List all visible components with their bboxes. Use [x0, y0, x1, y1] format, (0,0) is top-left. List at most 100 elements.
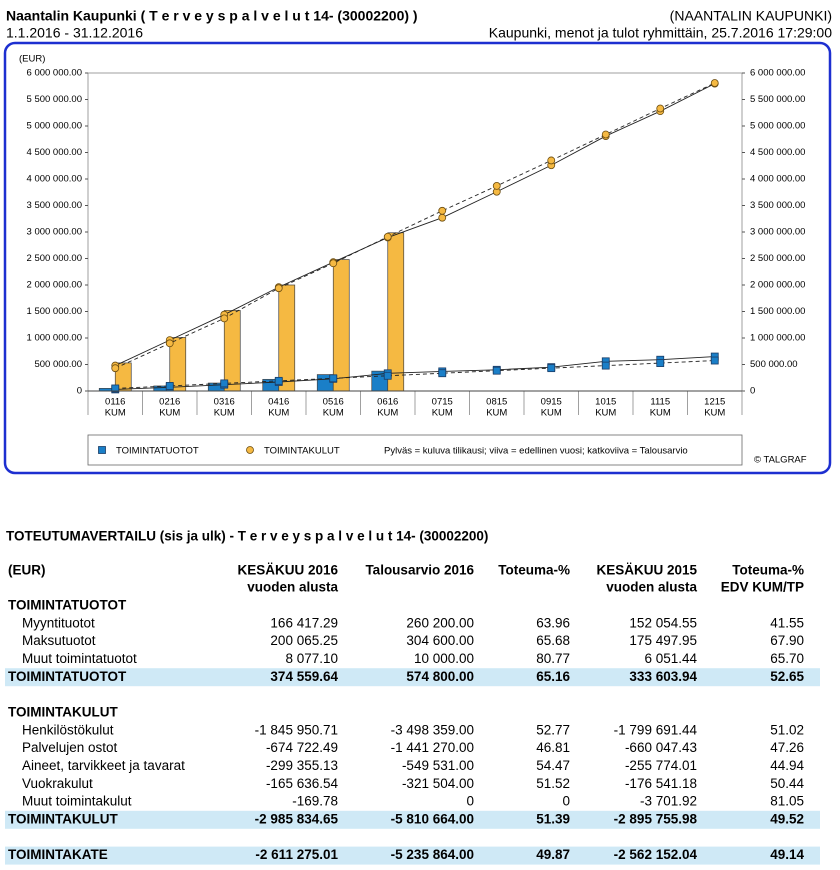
- budget-marker: [438, 369, 447, 378]
- table-cell: 166 417.29: [270, 615, 338, 630]
- legend-label: TOIMINTATUOTOT: [116, 446, 199, 457]
- section-title: TOIMINTAKULUT: [8, 705, 118, 720]
- table-cell: 0: [466, 794, 474, 809]
- x-tick-label: KUM: [704, 408, 725, 419]
- table-cell: -1 799 691.44: [614, 722, 698, 737]
- table-cell: -1 441 270.00: [391, 740, 474, 755]
- table-cell: Vuokrakulut: [22, 776, 93, 791]
- y-tick-label: 5 000 000.00: [27, 121, 82, 132]
- x-tick-label: 1115: [650, 397, 670, 408]
- budget-marker: [601, 361, 610, 370]
- x-tick-label: KUM: [486, 408, 507, 419]
- y-axis-label: (EUR): [19, 54, 45, 65]
- legend-label: TOIMINTAKULUT: [264, 446, 340, 457]
- table-cell: -2 562 152.04: [614, 847, 698, 862]
- table-cell: 304 600.00: [406, 633, 474, 648]
- budget-marker: [547, 364, 556, 373]
- table-cell: 51.02: [770, 722, 804, 737]
- budget-marker: [656, 359, 665, 367]
- x-tick-label: 0416: [268, 397, 289, 408]
- y2-tick-label: 4 500 000.00: [750, 147, 805, 158]
- table-cell: -549 531.00: [402, 758, 474, 773]
- table-cell: Muut toimintakulut: [22, 794, 132, 809]
- budget-marker: [274, 376, 283, 385]
- x-tick-label: KUM: [323, 408, 344, 419]
- table-cell: 0: [562, 794, 570, 809]
- table-cell: 574 800.00: [406, 669, 474, 684]
- budget-line: [115, 360, 715, 389]
- bar: [332, 259, 350, 392]
- table-cell: 49.87: [536, 847, 570, 862]
- y-tick-label: 500 000.00: [34, 359, 82, 370]
- y2-tick-label: 2 000 000.00: [750, 280, 805, 291]
- table-cell: 41.55: [770, 615, 804, 630]
- table-cell: 52.77: [536, 722, 570, 737]
- period: 1.1.2016 - 31.12.2016: [6, 25, 143, 41]
- table-cell: -2 985 834.65: [255, 811, 339, 826]
- table-cell: 63.96: [536, 615, 570, 630]
- report-title: Naantalin Kaupunki ( T e r v e y s p a l…: [6, 8, 418, 24]
- table-cell: TOIMINTAKULUT: [8, 811, 118, 826]
- x-tick-label: 0915: [541, 397, 562, 408]
- column-header: Toteuma-%: [732, 563, 804, 578]
- x-tick-label: KUM: [377, 408, 398, 419]
- column-header: vuoden alusta: [606, 580, 697, 595]
- table-cell: 44.94: [770, 758, 804, 773]
- legend-marker: [98, 446, 106, 454]
- x-tick-label: 0516: [323, 397, 344, 408]
- y-tick-label: 2 500 000.00: [27, 253, 82, 264]
- budget-marker: [111, 384, 120, 393]
- budget-marker: [329, 259, 338, 268]
- x-tick-label: KUM: [650, 408, 671, 419]
- table-cell: 47.26: [770, 740, 804, 755]
- table-cell: 49.52: [770, 811, 804, 826]
- chart-frame: [3, 41, 832, 475]
- bar: [223, 310, 241, 392]
- budget-marker: [383, 371, 392, 380]
- table-cell: Palvelujen ostot: [22, 740, 118, 755]
- x-tick-label: 0216: [159, 397, 180, 408]
- table-cell: -5 810 664.00: [391, 811, 474, 826]
- x-tick-label: KUM: [105, 408, 126, 419]
- budget-line: [115, 82, 715, 369]
- table-cell: 52.65: [770, 669, 804, 684]
- budget-marker: [438, 206, 447, 215]
- x-tick-label: 1215: [704, 397, 725, 408]
- x-tick-label: 0116: [105, 397, 125, 408]
- organization: (NAANTALIN KAUPUNKI): [670, 8, 832, 24]
- y2-tick-label: 500 000.00: [750, 359, 798, 370]
- table-cell: 65.70: [770, 651, 804, 666]
- column-header: EDV KUM/TP: [721, 580, 804, 595]
- x-tick-label: KUM: [159, 408, 180, 419]
- x-tick-label: 0616: [377, 397, 398, 408]
- table-cell: 80.77: [536, 651, 570, 666]
- x-tick-label: 0715: [432, 397, 453, 408]
- y2-tick-label: 2 500 000.00: [750, 253, 805, 264]
- bar: [278, 284, 296, 392]
- table-cell: -299 355.13: [266, 758, 338, 773]
- table-cell: -3 701.92: [640, 794, 697, 809]
- y-tick-label: 6 000 000.00: [27, 68, 82, 79]
- budget-marker: [220, 379, 229, 388]
- table-cell: 8 077.10: [285, 651, 338, 666]
- y2-tick-label: 5 000 000.00: [750, 121, 805, 132]
- y2-tick-label: 6 000 000.00: [750, 68, 805, 79]
- column-header: KESÄKUU 2016: [237, 563, 338, 578]
- credit: © TALGRAF: [754, 455, 807, 466]
- budget-marker: [329, 374, 338, 383]
- table-cell: -3 498 359.00: [391, 722, 474, 737]
- table-cell: Henkilöstökulut: [22, 722, 114, 737]
- previous-year-marker: [438, 213, 447, 222]
- table-cell: -5 235 864.00: [391, 847, 474, 862]
- table-cell: 65.16: [536, 669, 570, 684]
- y-tick-label: 4 500 000.00: [27, 147, 82, 158]
- column-header: vuoden alusta: [247, 580, 338, 595]
- legend-marker: [246, 446, 254, 454]
- budget-marker: [165, 382, 174, 390]
- table-cell: 49.14: [770, 847, 804, 862]
- y-tick-label: 1 000 000.00: [27, 333, 82, 344]
- y2-tick-label: 0: [750, 386, 755, 397]
- table-cell: -169.78: [292, 794, 338, 809]
- budget-marker: [601, 130, 610, 139]
